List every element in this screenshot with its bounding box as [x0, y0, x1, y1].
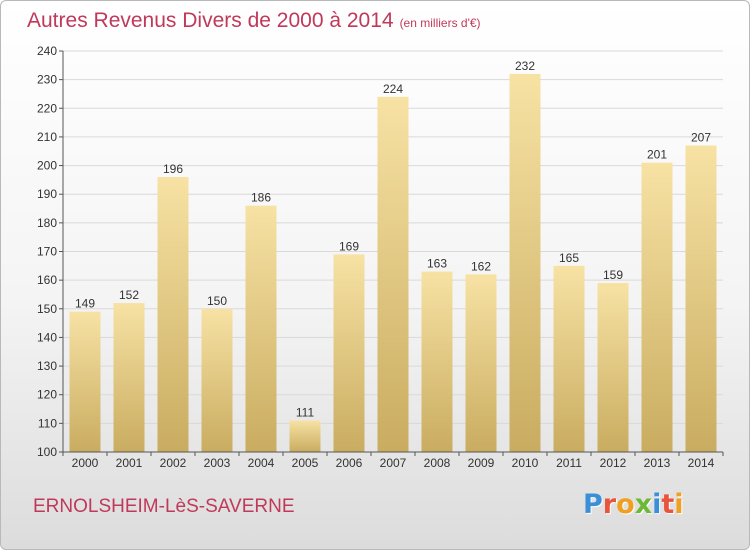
- x-tick-label: 2014: [688, 456, 715, 470]
- bar: [553, 265, 585, 452]
- bar: [597, 283, 629, 452]
- chart-title-text: Autres Revenus Divers de 2000 à 2014: [27, 9, 394, 32]
- bar-value-label: 152: [119, 288, 139, 302]
- y-tick-label: 110: [38, 416, 57, 430]
- logo-letter: i: [652, 489, 662, 520]
- axes: [59, 50, 724, 456]
- bar: [113, 303, 145, 452]
- logo-letter: x: [634, 489, 653, 520]
- bar: [509, 73, 541, 453]
- bar-value-label: 165: [559, 251, 579, 265]
- bars: [69, 73, 717, 453]
- x-tick-label: 2003: [204, 456, 231, 470]
- bar: [289, 420, 321, 452]
- x-tick-label: 2004: [248, 456, 275, 470]
- bar: [201, 308, 233, 452]
- y-tick-label: 130: [37, 359, 57, 373]
- bar-value-label: 232: [515, 59, 535, 73]
- logo-letter: i: [674, 489, 684, 520]
- x-tick-label: 2008: [424, 456, 451, 470]
- y-tick-label: 240: [37, 44, 57, 58]
- x-tick-label: 2000: [72, 456, 99, 470]
- x-tick-label: 2006: [336, 456, 363, 470]
- y-tick-label: 140: [37, 330, 57, 344]
- y-tick-label: 170: [37, 245, 57, 259]
- bar: [465, 274, 497, 452]
- bar-value-label: 201: [647, 148, 667, 162]
- x-tick-label: 2011: [556, 456, 582, 470]
- bar: [157, 177, 189, 452]
- proxiti-logo: Proxiti: [583, 489, 684, 520]
- labels: 100 110 120 130 140 150 160 170 180 190 200 210 220 2…: [37, 44, 715, 470]
- y-tick-label: 100: [37, 445, 57, 459]
- logo-letter: t: [661, 489, 675, 520]
- y-tick-label: 120: [37, 388, 57, 402]
- bar-value-label: 196: [163, 162, 183, 176]
- bar-value-label: 150: [207, 294, 227, 308]
- y-tick-label: 210: [37, 130, 57, 144]
- y-tick-label: 220: [37, 101, 57, 115]
- location-name: ERNOLSHEIM-LèS-SAVERNE: [33, 496, 295, 517]
- x-tick-label: 2010: [512, 456, 539, 470]
- x-tick-label: 2005: [292, 456, 319, 470]
- y-tick-label: 230: [37, 73, 57, 87]
- bar-value-label: 159: [603, 268, 623, 282]
- x-tick-label: 2013: [644, 456, 671, 470]
- bar: [69, 311, 101, 452]
- bar: [377, 96, 409, 452]
- x-tick-label: 2001: [116, 456, 143, 470]
- bar-value-label: 149: [75, 297, 95, 311]
- x-tick-label: 2002: [160, 456, 187, 470]
- x-tick-label: 2009: [468, 456, 495, 470]
- y-tick-label: 160: [37, 273, 57, 287]
- logo-letter: P: [583, 489, 603, 520]
- y-tick-label: 200: [37, 159, 57, 173]
- bar-value-label: 111: [296, 405, 315, 419]
- logo-letter: r: [602, 489, 617, 520]
- bar-value-label: 163: [427, 257, 447, 271]
- bar-value-label: 224: [383, 82, 403, 96]
- bar-value-label: 169: [339, 239, 359, 253]
- bar: [421, 271, 453, 452]
- bar: [333, 254, 365, 452]
- y-tick-label: 190: [37, 187, 57, 201]
- logo-letter: o: [616, 489, 635, 520]
- y-tick-label: 180: [37, 216, 57, 230]
- bar-value-label: 207: [691, 131, 711, 145]
- bar: [685, 145, 717, 452]
- x-tick-label: 2012: [600, 456, 627, 470]
- bar-value-label: 186: [251, 191, 271, 205]
- bar: [245, 205, 277, 452]
- bar: [641, 162, 673, 452]
- chart-subtitle: (en milliers d'€): [399, 16, 481, 30]
- bar-value-label: 162: [471, 259, 491, 273]
- x-tick-label: 2007: [380, 456, 407, 470]
- chart-title: Autres Revenus Divers de 2000 à 2014 (en …: [27, 9, 481, 33]
- y-tick-label: 150: [37, 302, 57, 316]
